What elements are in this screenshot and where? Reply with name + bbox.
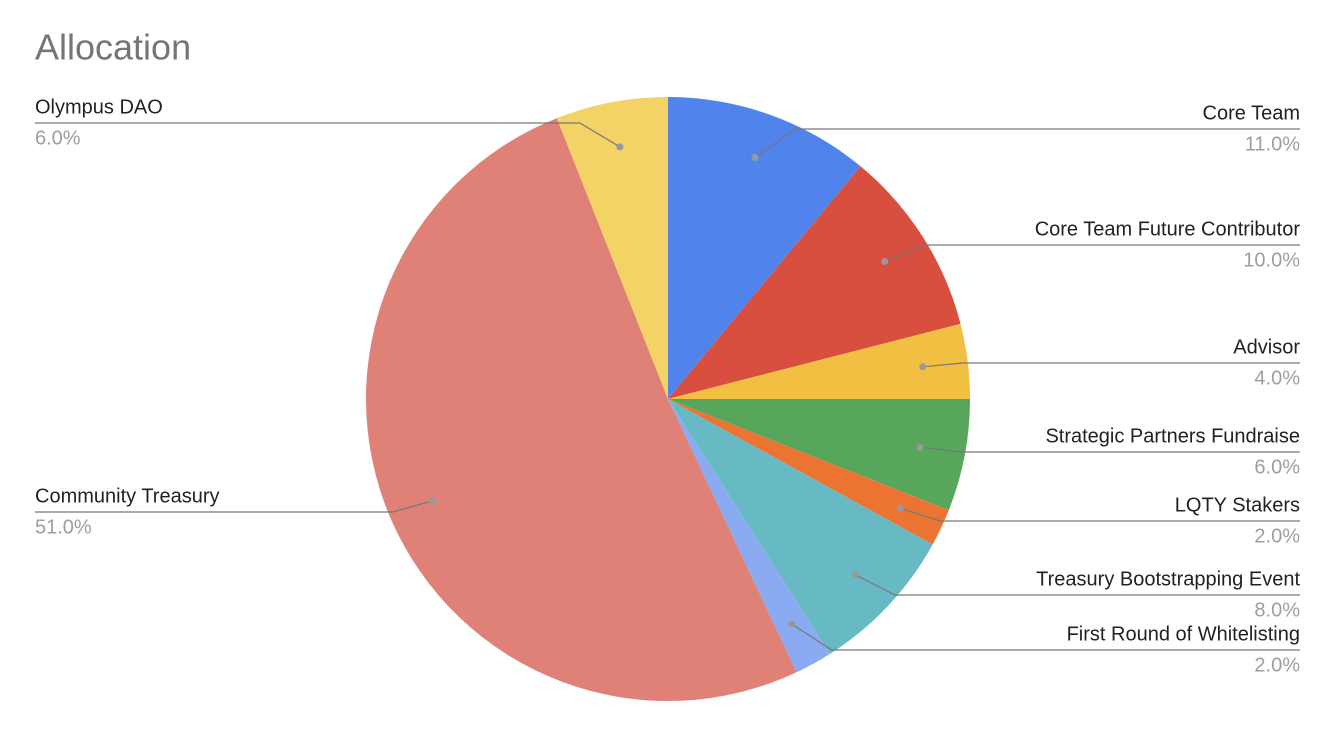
pie-slice xyxy=(668,399,970,511)
leader-dot xyxy=(428,497,436,505)
pie-slice xyxy=(668,166,961,399)
pie-slice xyxy=(668,323,970,399)
slice-label: First Round of Whitelisting xyxy=(1067,623,1300,645)
leader-dot xyxy=(616,143,624,151)
leader-line xyxy=(920,446,1300,453)
value-label: 2.0% xyxy=(1254,525,1300,547)
value-label: 8.0% xyxy=(1254,599,1300,621)
leader-dot xyxy=(881,257,889,265)
value-label: 2.0% xyxy=(1254,654,1300,676)
value-label: 51.0% xyxy=(35,516,92,538)
leader-line xyxy=(900,507,1300,522)
slice-label: Core Team xyxy=(1203,102,1300,124)
slice-label: Community Treasury xyxy=(35,485,220,507)
chart-title: Allocation xyxy=(35,27,191,68)
leader-dot xyxy=(919,363,927,371)
leader-dot xyxy=(751,153,759,161)
leader-line xyxy=(884,244,1300,263)
value-label: 4.0% xyxy=(1254,367,1300,389)
value-label: 11.0% xyxy=(1245,133,1300,155)
value-label: 6.0% xyxy=(35,127,81,149)
value-label: 6.0% xyxy=(1254,456,1300,478)
leader-line xyxy=(35,122,621,148)
slice-label: Strategic Partners Fundraise xyxy=(1045,425,1300,447)
pie-slice xyxy=(366,118,797,701)
leader-line xyxy=(854,574,1300,596)
pie-slice xyxy=(668,97,861,399)
leader-dot xyxy=(788,620,796,628)
pie-slice xyxy=(668,399,933,654)
leader-line xyxy=(922,362,1300,368)
slice-label: Treasury Bootstrapping Event xyxy=(1036,568,1300,590)
pie-slice xyxy=(668,399,830,673)
value-label: 10.0% xyxy=(1243,249,1300,271)
slice-label: LQTY Stakers xyxy=(1175,494,1300,516)
slice-label: Advisor xyxy=(1233,336,1300,358)
leader-line xyxy=(791,623,1300,651)
slice-label: Core Team Future Contributor xyxy=(1035,218,1301,240)
leader-line xyxy=(35,500,433,513)
pie-slice xyxy=(556,97,668,399)
leader-dot xyxy=(851,571,859,579)
slice-label: Olympus DAO xyxy=(35,96,163,118)
leader-dot xyxy=(896,504,904,512)
pie-slice xyxy=(668,399,949,545)
leader-line xyxy=(754,128,1300,158)
leader-dot xyxy=(916,443,924,451)
